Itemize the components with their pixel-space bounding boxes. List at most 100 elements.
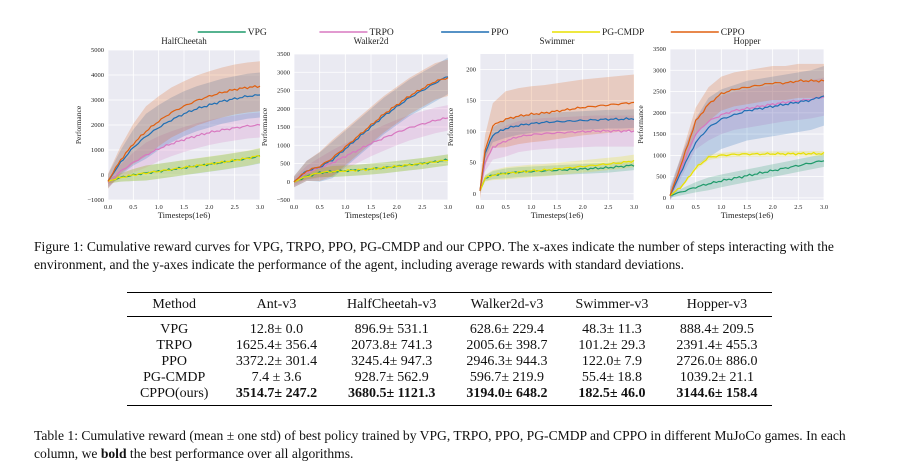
y-tick-label: 2500 — [653, 89, 666, 96]
table-cell: 3372.2± 301.4 — [235, 354, 318, 369]
x-tick-label: 2.5 — [794, 204, 802, 211]
table-cell: PG-CMDP — [143, 370, 206, 385]
x-tick-label: 3.0 — [256, 204, 264, 211]
chart-panel-halfcheetah: 0.0 0.5 1.0 1.5 2.0 2.5 3.0 −1000 0 1000 2000 3000 4… — [74, 36, 264, 220]
x-tick-label: 0.0 — [104, 204, 112, 211]
y-tick-label: 5000 — [91, 47, 104, 54]
series-band-pg-cmdp — [108, 148, 260, 184]
series-line-cppo — [669, 79, 825, 196]
series-band-ppo — [294, 57, 448, 188]
x-tick-label: 0.0 — [476, 204, 484, 211]
table-cell: 2391.4± 455.3 — [676, 338, 758, 353]
table-cell: CPPO(ours) — [139, 386, 209, 401]
table-cell: 628.6± 229.4 — [469, 322, 545, 337]
x-axis-label: Timesteps(1e6) — [345, 210, 398, 220]
x-tick-label: 0.5 — [692, 204, 700, 211]
table-cell: 122.0± 7.9 — [581, 354, 643, 369]
table-cell: TRPO — [156, 338, 193, 353]
series-line-ppo — [107, 94, 261, 182]
x-tick-label: 1.5 — [180, 204, 188, 211]
figure-1: VPG TRPO PPO PG-CMDP CPPO 0.0 0.5 1.0 1.5 2.0 2.5 3… — [74, 28, 828, 220]
series-line-cppo — [479, 101, 635, 191]
series-line-vpg — [669, 160, 825, 197]
chart-title: HalfCheetah — [161, 36, 207, 46]
y-tick-label: −1000 — [87, 197, 104, 204]
y-tick-label: 3000 — [653, 67, 666, 74]
x-tick-label: 2.0 — [769, 204, 777, 211]
y-tick-label: 500 — [656, 174, 666, 181]
table-cell: 12.8± 0.0 — [249, 322, 304, 337]
table-row-best: CPPO(ours) 3514.7± 247.2 3680.5± 1121.3 … — [127, 386, 772, 406]
y-axis-label: Performance — [636, 105, 645, 144]
y-tick-label: 1000 — [653, 152, 666, 159]
y-tick-label: 100 — [466, 129, 476, 136]
y-axis-label: Performance — [74, 105, 83, 144]
table-caption-text-end: the best performance over all algorithms… — [126, 446, 354, 461]
y-tick-label: 1500 — [277, 124, 290, 131]
x-tick-label: 2.0 — [205, 204, 213, 211]
y-tick-label: 1000 — [91, 147, 104, 154]
x-tick-label: 0.0 — [666, 204, 674, 211]
chart-panel-swimmer: 0.0 0.5 1.0 1.5 2.0 2.5 3.0 0 50 100 150 200 Swimmer… — [446, 36, 638, 220]
series-line-trpo — [293, 117, 449, 183]
table-cell-best: 3680.5± 1121.3 — [348, 386, 436, 401]
table-cell: 101.2± 29.3 — [578, 338, 646, 353]
table-cell: 2005.6± 398.7 — [466, 338, 548, 353]
y-tick-label: −500 — [277, 197, 290, 204]
y-axis-label: Performance — [446, 107, 455, 146]
table-cell-best: 3194.0± 648.2 — [466, 386, 548, 401]
table-row: PPO 3372.2± 301.4 3245.4± 947.3 2946.3± … — [127, 354, 772, 370]
x-tick-label: 0.5 — [316, 204, 324, 211]
table-header: Swimmer-v3 — [562, 292, 662, 317]
table-row: TRPO 1625.4± 356.4 2073.8± 741.3 2005.6±… — [127, 338, 772, 354]
y-tick-label: 1000 — [277, 142, 290, 149]
y-tick-label: 0 — [663, 195, 666, 202]
y-tick-label: 150 — [466, 98, 476, 105]
table-cell: 888.4± 209.5 — [679, 322, 754, 337]
table-cell: 2946.3± 944.3 — [466, 354, 548, 369]
y-tick-label: 0 — [473, 191, 476, 198]
series-band-cppo — [670, 63, 824, 200]
x-tick-label: 1.0 — [341, 204, 349, 211]
series-band-cppo — [294, 59, 448, 188]
table-row: PG-CMDP 7.4 ± 3.6 928.7± 562.9 596.7± 21… — [127, 370, 772, 386]
y-tick-label: 3000 — [277, 69, 290, 76]
table-header-row: Method Ant-v3 HalfCheetah-v3 Walker2d-v3… — [127, 292, 772, 317]
y-tick-label: 2000 — [277, 106, 290, 113]
table-cell: 7.4 ± 3.6 — [251, 370, 302, 385]
series-band-trpo — [480, 115, 634, 196]
legend-label: PPO — [491, 28, 509, 38]
table-cell: VPG — [160, 322, 189, 337]
table-cell: 2073.8± 741.3 — [351, 338, 433, 353]
x-tick-label: 1.0 — [717, 204, 725, 211]
series-band-trpo — [670, 77, 824, 200]
x-axis-label: Timesteps(1e6) — [158, 210, 211, 220]
series-band-ppo — [480, 109, 634, 194]
series-band-pg-cmdp — [480, 154, 634, 193]
legend: VPG TRPO PPO PG-CMDP CPPO — [197, 28, 745, 38]
y-tick-label: 50 — [470, 160, 477, 167]
table-header: Ant-v3 — [221, 292, 332, 317]
table-cell-best: 3514.7± 247.2 — [235, 386, 318, 401]
x-tick-label: 1.5 — [743, 204, 751, 211]
x-tick-label: 1.0 — [155, 204, 163, 211]
series-line-cppo — [293, 77, 449, 183]
x-tick-label: 2.0 — [393, 204, 401, 211]
series-line-pg-cmdp — [293, 159, 449, 183]
table-cell-best: 182.5± 46.0 — [578, 386, 646, 401]
y-tick-label: 0 — [287, 179, 290, 186]
chart-panel-hopper: 0.0 0.5 1.0 1.5 2.0 2.5 3.0 0 500 1000 1500 2000 250… — [636, 36, 828, 220]
x-tick-label: 0.5 — [502, 204, 510, 211]
table-cell: 928.7± 562.9 — [354, 370, 429, 385]
y-axis-label: Performance — [260, 107, 269, 146]
table-header: Walker2d-v3 — [451, 292, 563, 317]
x-axis-label: Timesteps(1e6) — [531, 210, 584, 220]
table-cell: 596.7± 219.9 — [469, 370, 545, 385]
series-band-vpg — [480, 160, 634, 193]
table-header: Hopper-v3 — [661, 292, 772, 317]
y-tick-label: 3500 — [653, 46, 666, 53]
series-line-trpo — [479, 129, 635, 191]
table-cell-best: 3144.6± 158.4 — [676, 386, 758, 401]
y-tick-label: 3500 — [277, 51, 290, 58]
x-tick-label: 0.0 — [290, 204, 298, 211]
